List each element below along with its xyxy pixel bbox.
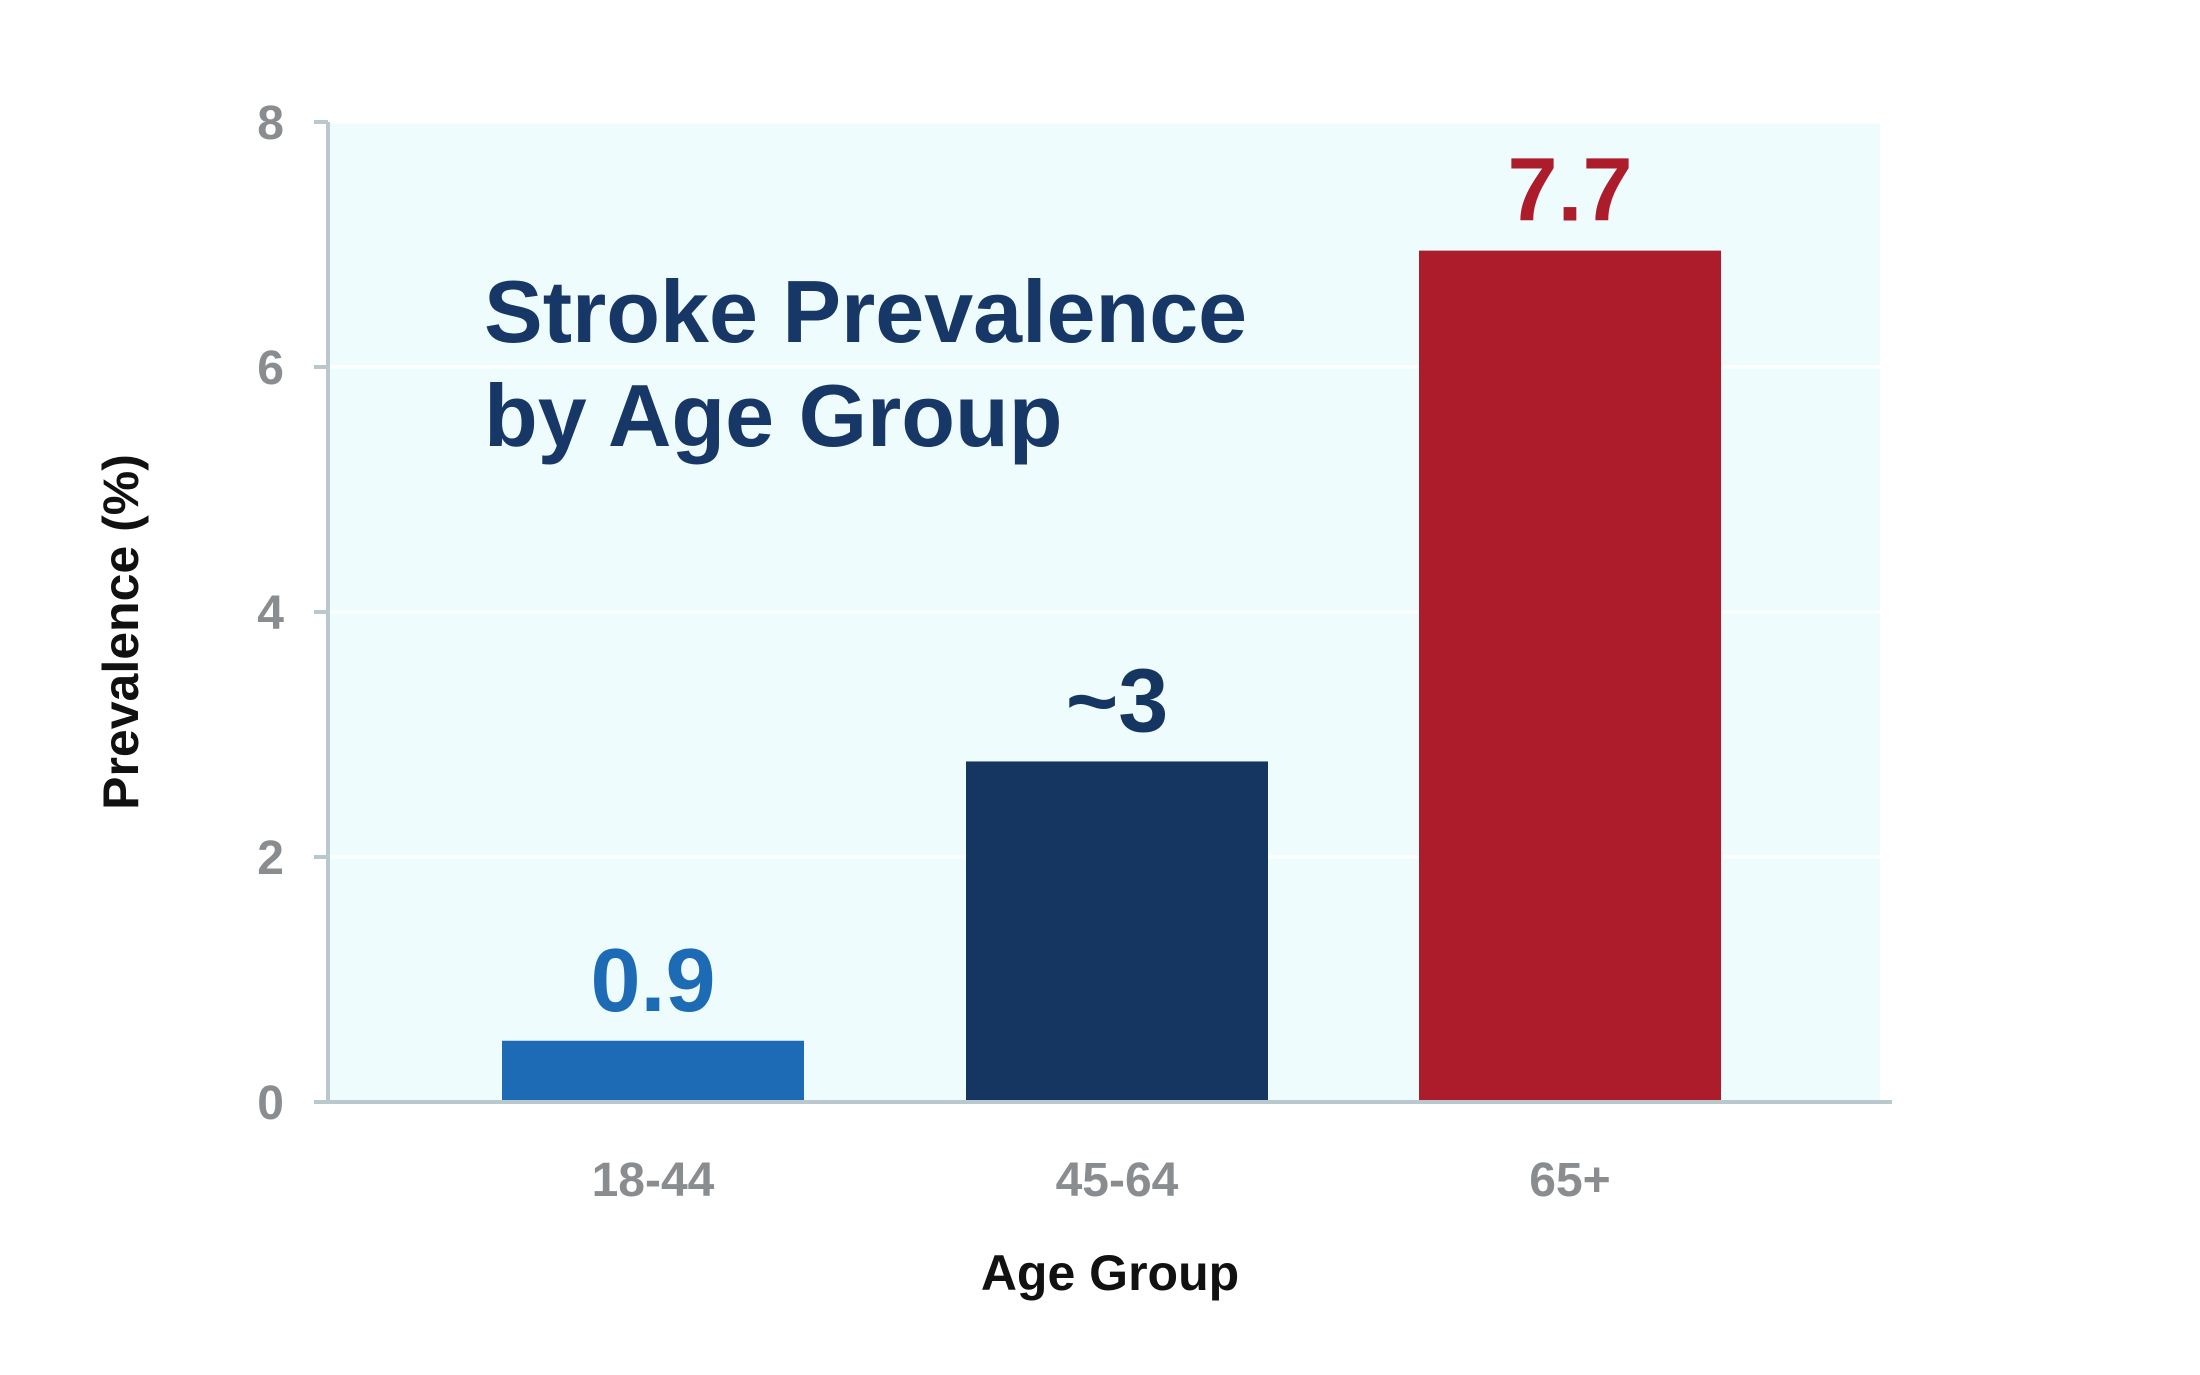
bar	[966, 761, 1268, 1102]
x-axis-title: Age Group	[981, 1245, 1239, 1301]
x-tick-label: 18-44	[592, 1154, 715, 1207]
y-tick-label: 2	[257, 832, 284, 885]
chart-title-line-1: Stroke Prevalence	[484, 262, 1247, 361]
y-tick-label: 8	[257, 97, 284, 150]
bar-value-label: ~3	[1066, 651, 1169, 751]
y-tick-label: 6	[257, 342, 284, 395]
y-tick-label: 0	[257, 1077, 284, 1130]
bar-value-label: 0.9	[590, 931, 715, 1031]
x-ticks: 18-44 45-64 65+	[592, 1154, 1611, 1207]
chart-title: Stroke Prevalence by Age Group	[484, 262, 1272, 465]
bar	[502, 1040, 804, 1102]
bar	[1419, 250, 1721, 1102]
x-tick-label: 65+	[1529, 1154, 1610, 1207]
chart-title-line-2: by Age Group	[484, 366, 1063, 465]
y-tick-label: 4	[257, 587, 284, 640]
x-tick-label: 45-64	[1056, 1154, 1179, 1207]
y-axis-title: Prevalence (%)	[93, 454, 149, 810]
y-ticks: 0 2 4 6 8	[257, 97, 328, 1130]
bars	[502, 250, 1721, 1102]
value-labels: 0.9 ~3 7.7	[590, 141, 1632, 1031]
bar-value-label: 7.7	[1507, 141, 1632, 241]
